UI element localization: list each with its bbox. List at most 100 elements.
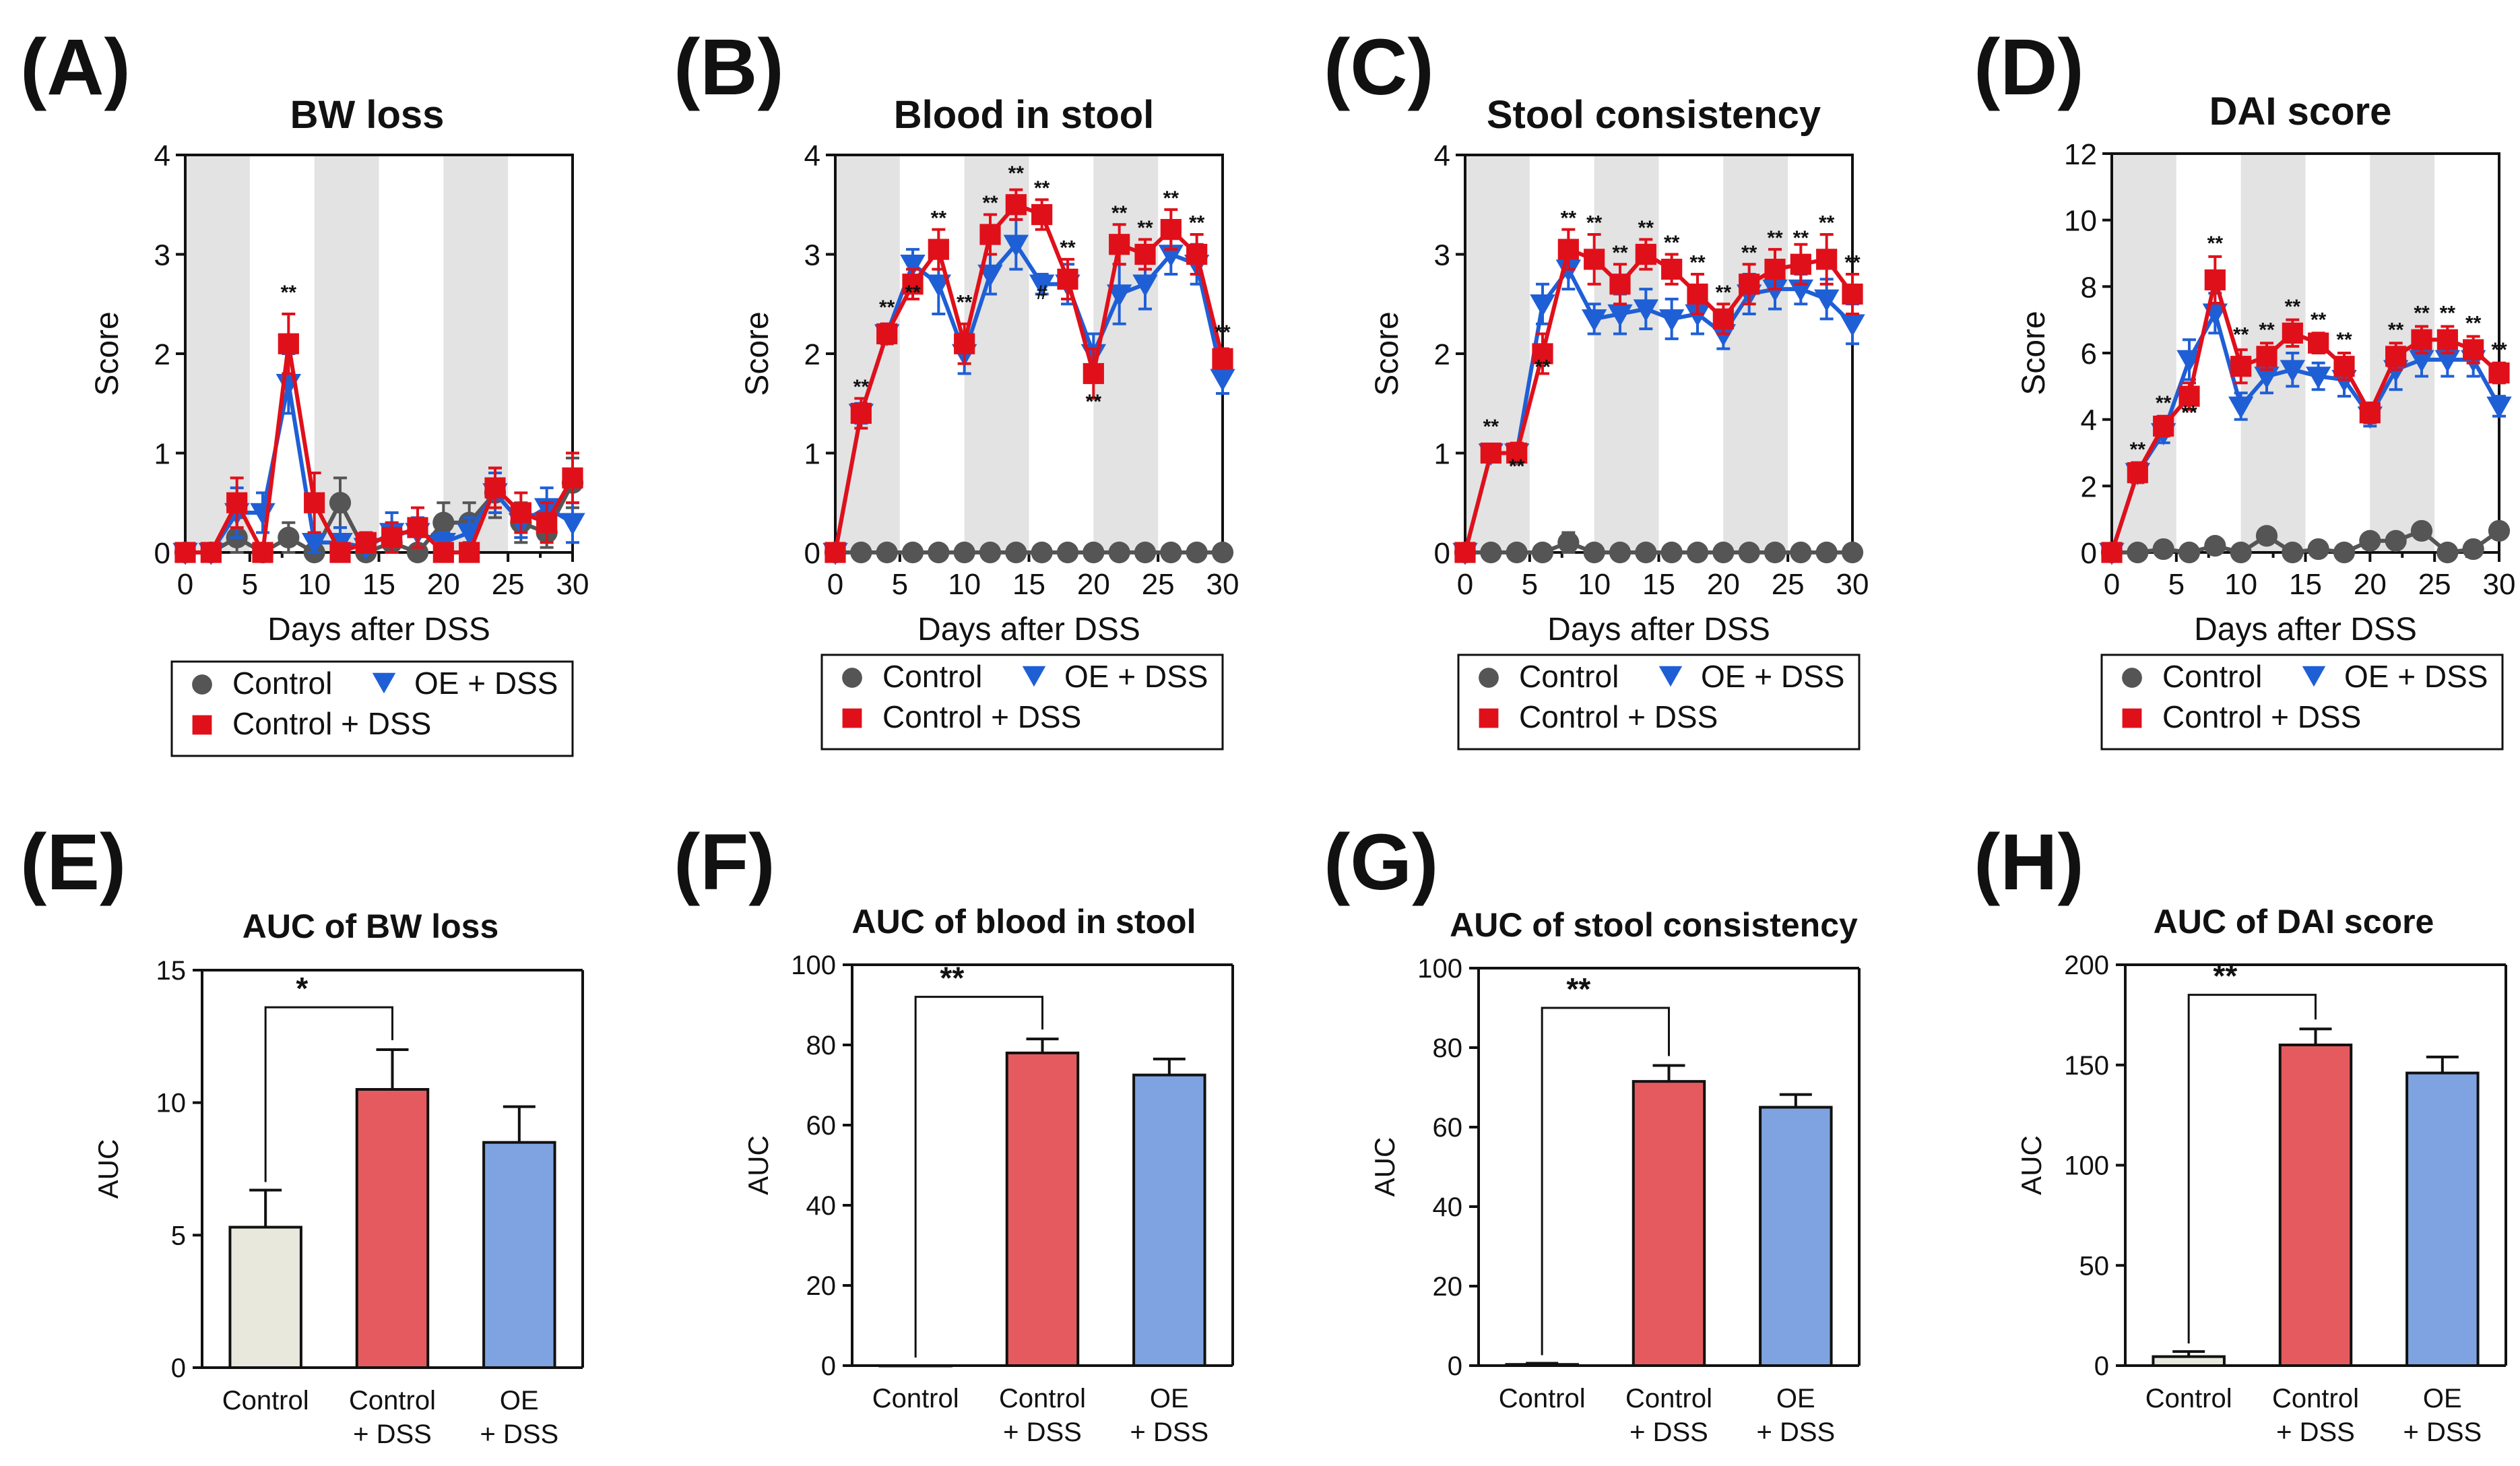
point-control-dss [1480,442,1501,464]
y-axis-label: AUC [1369,1137,1400,1197]
point-control-dss [2385,346,2407,367]
point-control-dss [278,333,299,354]
legend: Control OE + DSS Control + DSS [1457,654,1861,751]
panel-f: (F) AUC of blood in stool 0 20 40 60 80 100 AUC C… [674,818,1234,1447]
category-label: + DSS [480,1420,558,1449]
point-control-dss [1057,268,1078,290]
y-tick-label: 40 [1433,1192,1463,1222]
category-label: Control [999,1384,1086,1413]
x-tick-label: 15 [1012,568,1045,601]
category-label: + DSS [1629,1417,1708,1447]
y-tick-label: 4 [2081,404,2097,437]
series-control-dss [174,313,583,563]
y-tick-label: 0 [1434,537,1450,570]
point-control [1738,541,1760,564]
dss-period-band [1093,155,1159,552]
chart-title: AUC of BW loss [243,907,499,945]
significance-mark: ** [2491,339,2507,361]
point-oe-dss [900,254,926,277]
x-tick-label: 30 [1836,568,1869,601]
category-label: Control [2272,1384,2359,1413]
x-tick-label: 5 [2168,568,2185,601]
point-control-dss [510,502,531,523]
point-control [1790,541,1812,564]
legend-label-control: Control [232,666,332,701]
point-control-dss [902,274,924,295]
point-oe-dss [2305,366,2331,389]
panel-label: (A) [20,23,131,112]
category-label: Control [1499,1384,1586,1413]
bar-group-1: Control [1499,1362,1586,1413]
point-oe-dss [1210,369,1235,391]
point-control-dss [2256,346,2277,367]
series-control [2100,519,2511,564]
y-tick-label: 2 [154,338,170,371]
legend-label-oe-dss: OE + DSS [414,666,558,701]
significance-mark: ** [879,296,895,319]
point-control [278,526,300,548]
y-tick-label: 1 [1434,438,1450,471]
significance-mark: ** [1741,242,1757,264]
x-tick-label: 10 [1578,568,1611,601]
point-control-dss [226,492,248,513]
point-control-dss [1687,283,1708,305]
significance-bracket: ** [2187,959,2317,1344]
point-control [1764,541,1786,564]
x-tick-label: 10 [298,568,331,601]
category-label: Control [2145,1384,2232,1413]
series-line [833,241,1225,553]
category-label: OE [1150,1384,1189,1413]
significance-mark: ** [1612,242,1628,264]
bar-group-3: OE + DSS [480,1105,558,1449]
point-control-dss [1661,259,1683,280]
legend: Control OE + DSS Control + DSS [170,660,574,757]
y-tick-label: 2 [804,338,820,371]
point-oe-dss [301,532,327,555]
x-tick-label: 15 [362,568,395,601]
bar [482,1141,556,1369]
bar-group-2: Control + DSS [1625,1064,1712,1447]
bracket-line [264,1006,393,1182]
point-control [928,541,950,564]
point-control-dss [2463,339,2484,360]
y-tick-label: 80 [806,1031,837,1060]
significance-mark: ** [1111,202,1128,224]
point-control-dss [1479,708,1499,728]
significance-mark: ** [1586,212,1603,234]
significance-mark: ** [2388,319,2404,341]
point-control-dss [1083,362,1104,385]
significance-mark: ** [1638,217,1654,239]
panel-label: (D) [1974,23,2084,112]
point-control [979,541,1002,564]
point-control [1841,541,1864,564]
y-tick-label: 150 [2064,1051,2109,1081]
significance-mark: ** [1163,187,1180,210]
point-control [1134,541,1157,564]
point-control [1660,541,1683,564]
point-control-dss [1454,542,1476,563]
significance-mark: ** [1086,391,1102,413]
legend-label-oe-dss: OE + DSS [1064,659,1208,694]
x-tick-label: 25 [2418,568,2451,601]
category-label: + DSS [2403,1417,2482,1447]
point-control-dss [484,477,506,499]
point-control-dss [1212,348,1233,369]
panel-label: (E) [20,818,126,907]
point-control-dss [381,527,403,548]
point-control [1083,541,1105,564]
chart-title: AUC of DAI score [2154,903,2434,941]
category-label: + DSS [1756,1417,1835,1447]
category-label: OE [1776,1384,1815,1413]
point-control [2178,541,2201,564]
panel-h: (H) AUC of DAI score 0 50 100 150 200 AUC Contro… [1974,818,2507,1447]
y-tick-label: 80 [1433,1033,1463,1063]
point-control-dss [1109,234,1130,255]
significance-mark: ** [1664,232,1680,254]
significance-mark: ** [2181,402,2197,424]
x-tick-label: 25 [1142,568,1175,601]
point-control [1686,541,1709,564]
point-control [1506,541,1528,564]
point-control-dss [192,715,212,735]
point-oe-dss [1813,289,1840,312]
point-oe-dss [1106,284,1132,307]
